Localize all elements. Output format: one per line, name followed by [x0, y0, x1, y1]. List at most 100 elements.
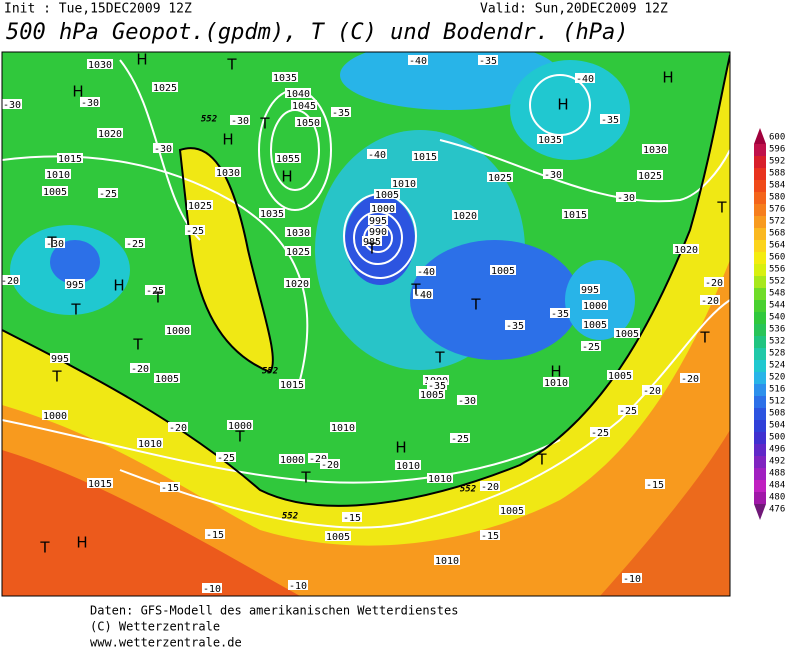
contour-label: 1000 — [280, 455, 304, 466]
cold-area — [340, 52, 560, 110]
contour-label: -25 — [451, 434, 469, 445]
geopotential-552 — [2, 54, 730, 507]
legend-swatch — [754, 312, 766, 324]
pressure-center: T — [716, 199, 727, 217]
legend-swatch — [754, 168, 766, 180]
contour-label-box — [622, 573, 642, 583]
contour-label: 1015 — [280, 380, 304, 391]
legend-swatch — [754, 240, 766, 252]
contour-label-box — [80, 97, 100, 107]
contour-label-box — [582, 319, 608, 329]
contour-label: -20 — [321, 460, 339, 471]
contour-label-box — [125, 238, 145, 248]
contour-label: 1000 — [228, 421, 252, 432]
pressure-center: H — [113, 277, 124, 295]
contour-label: -35 — [479, 56, 497, 67]
pressure-center: T — [70, 301, 81, 319]
contour-label: 1005 — [500, 506, 524, 517]
legend-label: 492 — [769, 457, 785, 467]
pressure-center: T — [46, 234, 57, 252]
map-area: 103010251020101510101005-30-30-30-25-259… — [2, 52, 730, 596]
contour-label: 1015 — [88, 479, 112, 490]
pressure-center: H — [76, 534, 87, 552]
legend-swatch — [754, 276, 766, 288]
legend-swatch — [754, 504, 766, 520]
contour-label: -40 — [409, 56, 427, 67]
legend-swatch — [754, 192, 766, 204]
contour-label: -40 — [414, 290, 432, 301]
contour-label-box — [607, 370, 633, 380]
contour-label-box — [272, 72, 298, 82]
contour-label: -20 — [705, 278, 723, 289]
contour-label: -35 — [428, 381, 446, 392]
contour-label: 1020 — [285, 279, 309, 290]
contour-label: 1025 — [638, 171, 662, 182]
contour-label: -35 — [601, 115, 619, 126]
contour-label-box — [279, 454, 305, 464]
contour-label: -25 — [186, 226, 204, 237]
contour-label-box — [331, 107, 351, 117]
contour-label-box — [285, 246, 311, 256]
contour-label-box — [543, 377, 569, 387]
contour-label: 990 — [369, 227, 387, 238]
contour-label-box — [580, 284, 600, 294]
legend-label: 552 — [769, 277, 785, 287]
cold-area — [410, 240, 580, 360]
pressure-center: T — [259, 115, 270, 133]
legend-label: 488 — [769, 469, 785, 479]
contour-label-box — [325, 531, 351, 541]
contour-label: 995 — [581, 285, 599, 296]
legend-label: 600 — [769, 133, 785, 143]
contour-label-box — [57, 153, 83, 163]
contour-label-box — [616, 192, 636, 202]
contour-label: 1015 — [563, 210, 587, 221]
contour-label: 1005 — [375, 190, 399, 201]
contour-label-box — [480, 530, 500, 540]
contour-label-box — [87, 478, 113, 488]
contour-label-box — [537, 134, 563, 144]
pressure-center: H — [550, 363, 561, 381]
valid-time: Valid: Sun,20DEC2009 12Z — [480, 2, 668, 17]
legend-label: 484 — [769, 481, 785, 491]
contour-label: 1005 — [583, 320, 607, 331]
contour-label: 1010 — [435, 556, 459, 567]
contour-label: -15 — [206, 530, 224, 541]
contour-label: 1000 — [583, 301, 607, 312]
legend-label: 592 — [769, 157, 785, 167]
contour-label: -30 — [81, 98, 99, 109]
legend-swatch — [754, 360, 766, 372]
pressure-center: T — [234, 428, 245, 446]
pressure-center: T — [152, 289, 163, 307]
contour-label-box — [680, 373, 700, 383]
contour-label: -20 — [701, 296, 719, 307]
contour-label-box — [408, 55, 428, 65]
legend-label: 496 — [769, 445, 785, 455]
geopotential-label: 552 — [282, 512, 298, 522]
legend-swatch — [754, 408, 766, 420]
contour-label: 1045 — [292, 101, 316, 112]
contour-label: 1010 — [138, 439, 162, 450]
contour-label-box — [320, 459, 340, 469]
contour-label: 1020 — [453, 211, 477, 222]
contour-label: -20 — [169, 423, 187, 434]
contour-label: -25 — [99, 189, 117, 200]
contour-label-box — [45, 169, 71, 179]
contour-label-box — [618, 405, 638, 415]
contour-label-box — [153, 143, 173, 153]
contour-label-box — [412, 151, 438, 161]
pressure-center: T — [536, 451, 547, 469]
pressure-center: T — [51, 368, 62, 386]
contour-label-box — [185, 225, 205, 235]
legend-label: 480 — [769, 493, 785, 503]
contour-label-box — [575, 73, 595, 83]
pressure-center: T — [434, 349, 445, 367]
contour-label-box — [160, 482, 180, 492]
legend-label: 504 — [769, 421, 785, 431]
contour-label: -10 — [289, 581, 307, 592]
contour-label-box — [2, 99, 22, 109]
contour-label-box — [205, 529, 225, 539]
contour-label-box — [427, 380, 447, 390]
contour-label: 1000 — [43, 411, 67, 422]
contour-label-box — [367, 149, 387, 159]
contour-label: 1025 — [488, 173, 512, 184]
